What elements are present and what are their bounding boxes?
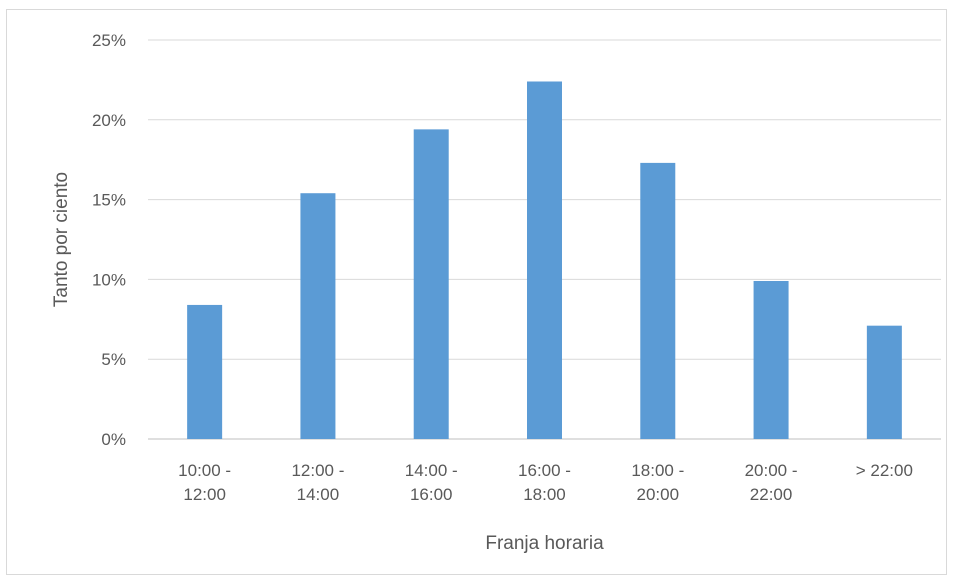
bar [300, 193, 336, 439]
x-tick-label: 18:00 -20:00 [631, 461, 684, 504]
x-axis-ticks: 10:00 -12:00 12:00 -14:00 14:00 -16:00 16:0… [178, 461, 913, 504]
bar [187, 304, 223, 439]
bar [866, 325, 902, 439]
x-axis-title: Franja horaria [485, 533, 604, 554]
bar [640, 162, 676, 439]
y-axis-title: Tanto por ciento [51, 172, 72, 307]
y-tick-label: 20% [92, 111, 126, 130]
y-tick-label: 0% [101, 430, 126, 449]
y-tick-label: 15% [92, 191, 126, 210]
x-tick-label: 14:00 -16:00 [405, 461, 458, 504]
bar [527, 81, 562, 439]
x-tick-label: 16:00 -18:00 [518, 461, 571, 504]
chart-frame [6, 9, 947, 575]
x-tick-label: 10:00 -12:00 [178, 461, 231, 504]
x-tick-label: 12:00 -14:00 [291, 461, 344, 504]
y-tick-label: 5% [101, 350, 126, 369]
bars [187, 81, 902, 439]
bar [413, 129, 449, 439]
x-tick-label: 20:00 -22:00 [745, 461, 798, 504]
y-tick-label: 10% [92, 270, 126, 289]
bar [753, 280, 789, 439]
x-tick-label: > 22:00 [856, 461, 913, 480]
y-axis-ticks: 0% 5% 10% 15% 20% 25% [92, 31, 126, 449]
y-tick-label: 25% [92, 31, 126, 50]
